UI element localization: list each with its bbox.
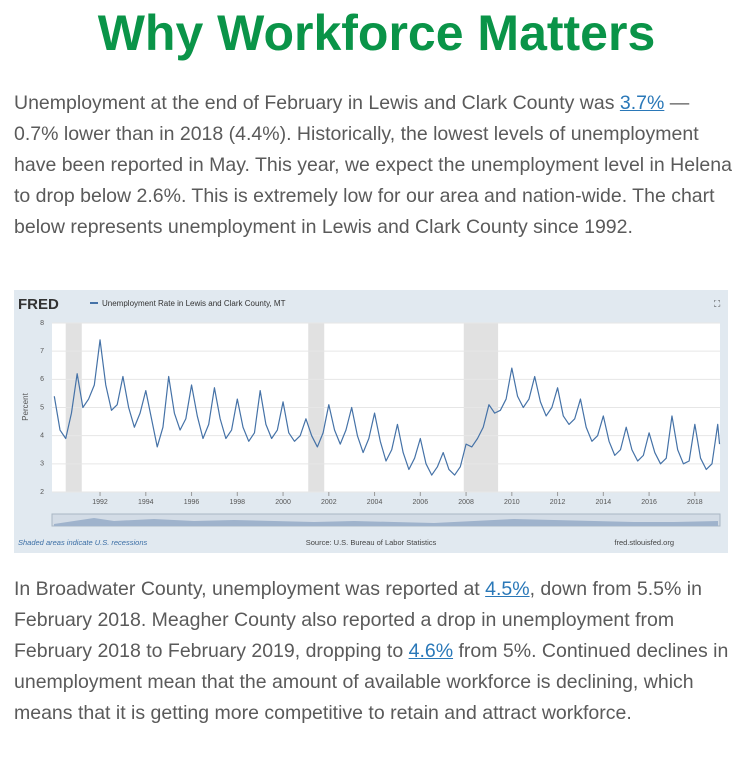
y-tick-label: 3 [40, 461, 44, 468]
x-tick-label: 2002 [321, 499, 337, 506]
text-run: — 0.7% lower than in 2018 (4.4%). Histor… [14, 92, 732, 238]
x-tick-label: 1992 [92, 499, 108, 506]
y-tick-label: 2 [40, 489, 44, 496]
text-run: In Broadwater County, unemployment was r… [14, 578, 486, 600]
y-tick-label: 6 [40, 376, 44, 383]
paragraph: Unemployment at the end of February in L… [14, 88, 739, 243]
x-tick-label: 2004 [367, 499, 383, 506]
link[interactable]: 4.5% [485, 578, 530, 600]
text-run: , down from 5.5% in February 2018. Meagh… [14, 578, 702, 662]
x-tick-label: 2014 [596, 499, 612, 506]
y-tick-label: 8 [40, 320, 44, 327]
x-tick-label: 2000 [275, 499, 291, 506]
x-tick-label: 1994 [138, 499, 154, 506]
source: Source: U.S. Bureau of Labor Statistics [306, 538, 437, 547]
text-run: Unemployment at the end of February in L… [14, 92, 620, 114]
legend-label: Unemployment Rate in Lewis and Clark Cou… [102, 299, 286, 308]
x-tick-label: 2012 [550, 499, 566, 506]
navigator-series [54, 518, 718, 526]
chart: FRED Unemployment Rate in Lewis and Clar… [14, 290, 728, 553]
page-title: Why Workforce Matters [97, 5, 656, 61]
link[interactable]: 4.6% [408, 640, 454, 662]
x-tick-label: 2010 [504, 499, 520, 506]
x-tick-label: 2006 [413, 499, 429, 506]
x-tick-label: 2016 [641, 499, 657, 506]
x-tick-label: 2018 [687, 499, 703, 506]
series-line [53, 339, 721, 476]
x-tick-label: 2008 [458, 499, 474, 506]
paragraph: In Broadwater County, unemployment was r… [14, 574, 739, 729]
recession-note: Shaded areas indicate U.S. recessions [18, 538, 147, 547]
y-tick-label: 4 [40, 433, 44, 440]
site: fred.stlouisfed.org [614, 538, 674, 547]
text-run: from 5%. Continued declines in unemploym… [14, 640, 729, 724]
fullscreen-icon[interactable]: ⛶ [713, 298, 721, 308]
y-tick-label: 5 [40, 404, 44, 411]
x-tick-label: 1996 [184, 499, 200, 506]
y-tick-label: 7 [40, 348, 44, 355]
x-tick-label: 1998 [230, 499, 246, 506]
y-axis-label: Percent [21, 392, 30, 420]
link[interactable]: 3.7% [619, 92, 665, 114]
logo: FRED [18, 296, 59, 313]
